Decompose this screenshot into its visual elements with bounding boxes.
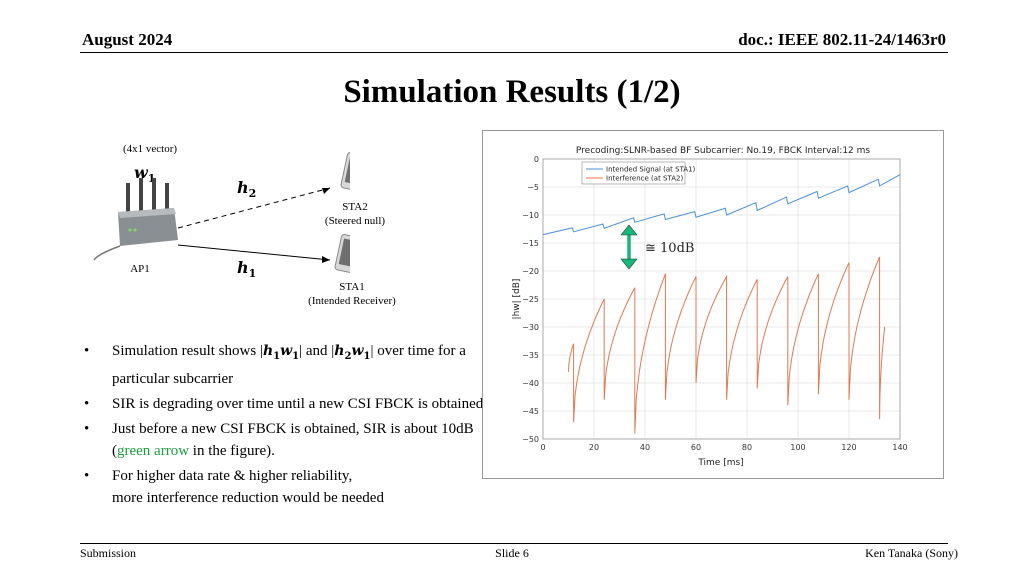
h2-label: h2 — [237, 178, 256, 200]
series-intended-signal — [542, 174, 901, 236]
math-h2w1: h2w1 — [334, 343, 371, 362]
math-h1w1: h1w1 — [262, 343, 300, 362]
ap-label: AP1 — [130, 263, 150, 275]
bullet-2-text: SIR is degrading over time until a new C… — [112, 395, 484, 412]
footer-author: Ken Tanaka (Sony) — [865, 546, 958, 560]
header-rule — [80, 52, 948, 53]
bullet-1-text-b: | and | — [299, 343, 335, 359]
math-h2-base: h — [334, 343, 345, 359]
chart-panel: Precoding:SLNR-based BF Subcarrier: No.1… — [482, 130, 944, 479]
ten-db-arrow — [620, 224, 638, 270]
h1-sub: 1 — [248, 267, 257, 281]
bullet-3-text-a: Just before a new CSI FBCK is obtained, … — [112, 420, 474, 459]
series-interference — [568, 256, 886, 434]
x-axis-label: Time [ms] — [697, 458, 743, 468]
x-axis-ticks: 0 20 40 60 80 100 120 140 — [540, 443, 907, 452]
bullet-3: • Just before a new CSI FBCK is obtained,… — [84, 420, 474, 459]
h2-base: h — [237, 178, 249, 197]
math-w1-sub: 1 — [292, 350, 300, 362]
x-tick-label: 40 — [640, 443, 650, 452]
vector-note: (4x1 vector) — [122, 143, 178, 155]
sta1-label: STA1 (Intended Receiver) — [296, 280, 408, 308]
y-tick-label: −40 — [522, 379, 539, 388]
legend-label-intended: Intended Signal (at STA1) — [606, 166, 696, 174]
bullet-1-text-c: | over time for a particular subcarrier — [112, 343, 466, 387]
math-h1-base: h — [262, 343, 274, 359]
x-tick-label: 140 — [892, 443, 907, 452]
y-tick-label: 0 — [534, 155, 539, 164]
null-link-line — [177, 187, 331, 229]
x-tick-label: 100 — [790, 443, 805, 452]
ten-db-label: ≅ 10dB — [645, 241, 694, 256]
bullet-4-line1: For higher data rate & higher reliabilit… — [112, 467, 353, 484]
sta2-phone-icon — [340, 152, 350, 192]
network-diagram — [93, 152, 350, 274]
y-tick-label: −5 — [527, 183, 539, 192]
x-tick-label: 0 — [540, 443, 545, 452]
sta1-name: STA1 — [339, 281, 365, 293]
h1-base: h — [237, 258, 249, 277]
y-tick-label: −20 — [522, 267, 539, 276]
x-tick-label: 120 — [841, 443, 856, 452]
sta2-name: STA2 — [342, 201, 368, 213]
bullet-1: • Simulation result shows |h1w1| and |h2… — [84, 343, 466, 387]
chart-series — [542, 174, 901, 434]
footer-submission: Submission — [80, 546, 137, 560]
y-tick-label: −50 — [522, 435, 539, 444]
h1-label: h1 — [237, 258, 256, 280]
sta1-role: (Intended Receiver) — [308, 295, 396, 307]
bullet-1-text-a: Simulation result shows | — [112, 343, 263, 359]
y-tick-label: −15 — [522, 239, 539, 248]
legend-box — [581, 161, 686, 185]
footer-rule — [80, 543, 948, 544]
chart-svg: Precoding:SLNR-based BF Subcarrier: No.1… — [512, 146, 908, 468]
sta2-role: (Steered null) — [324, 215, 386, 227]
y-axis-ticks: 0 −5 −10 −15 −20 −25 −30 −35 −40 −45 −50 — [522, 155, 539, 444]
chart-legend: Intended Signal (at STA1) Interference (… — [581, 161, 696, 185]
bullet-3-green-text: green arrow — [117, 442, 190, 459]
x-tick-label: 20 — [589, 443, 599, 452]
header-date: August 2024 — [82, 30, 173, 49]
bullet-4: • For higher data rate & higher reliabili… — [84, 467, 384, 506]
bullet-list: • Simulation result shows |h1w1| and |h2… — [84, 340, 484, 512]
plot-frame — [542, 158, 901, 440]
math-w1b-base: w — [351, 343, 364, 359]
y-axis-label: |hw| [dB] — [512, 279, 522, 320]
chart-grid — [542, 158, 901, 440]
access-point-icon — [93, 178, 178, 261]
bullet-4-line2: more interference reduction would be nee… — [112, 489, 384, 506]
w1-label: w1 — [134, 163, 155, 185]
x-tick-label: 80 — [742, 443, 752, 452]
y-tick-label: −10 — [522, 211, 539, 220]
math-h2-sub: 2 — [344, 350, 352, 362]
bullet-2: • SIR is degrading over time until a new … — [84, 395, 484, 412]
sta1-phone-icon — [334, 234, 350, 274]
math-w1-base: w — [280, 343, 293, 359]
header-doc-id: doc.: IEEE 802.11-24/1463r0 — [738, 30, 946, 49]
footer-slide-number: Slide 6 — [495, 546, 529, 560]
math-h1-sub: 1 — [273, 350, 281, 362]
bullet-3-text-b: in the figure). — [189, 442, 275, 459]
w1-sub: 1 — [147, 172, 156, 186]
y-tick-label: −45 — [522, 407, 539, 416]
legend-label-interference: Interference (at STA2) — [606, 175, 683, 183]
y-tick-label: −35 — [522, 351, 539, 360]
sta2-label: STA2 (Steered null) — [300, 200, 410, 228]
slide-title: Simulation Results (1/2) — [343, 74, 681, 110]
x-tick-label: 60 — [691, 443, 701, 452]
w1-base: w — [134, 163, 148, 182]
chart-title: Precoding:SLNR-based BF Subcarrier: No.1… — [576, 146, 871, 156]
intended-link-line — [177, 244, 331, 261]
y-tick-label: −25 — [522, 295, 539, 304]
h2-sub: 2 — [248, 187, 257, 201]
y-tick-label: −30 — [522, 323, 539, 332]
math-w1b-sub: 1 — [363, 350, 371, 362]
